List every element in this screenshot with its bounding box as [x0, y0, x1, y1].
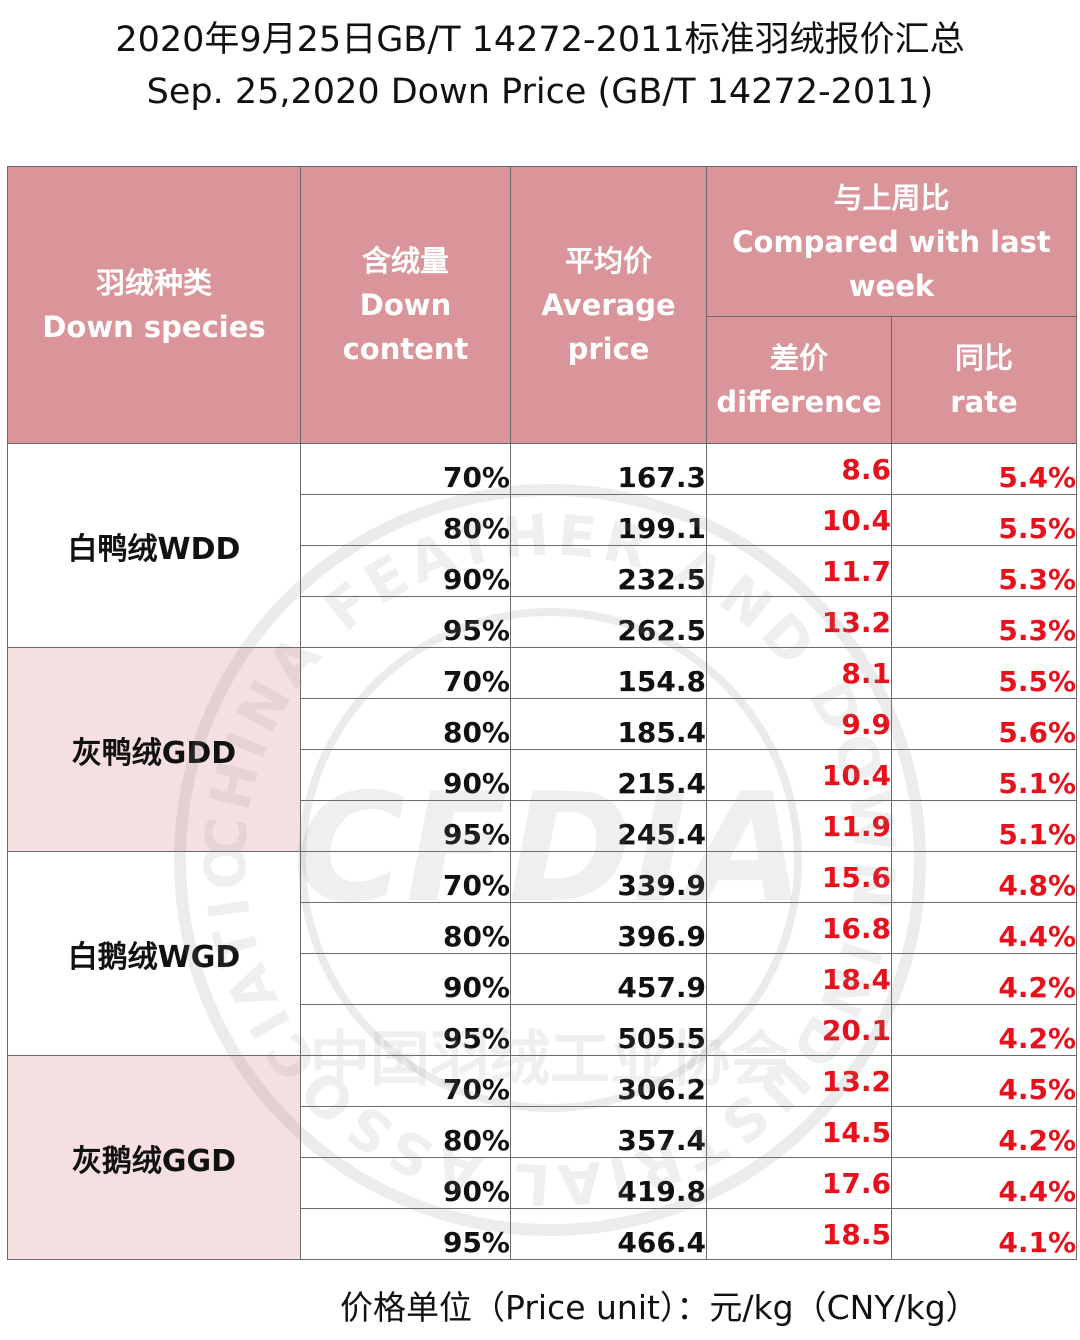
average-price-cell: 154.8 — [510, 647, 707, 699]
average-price-cell: 357.4 — [510, 1106, 707, 1158]
species-cell: 灰鹅绒GGD — [7, 1055, 301, 1260]
table-row: 80% 357.4 14.5 4.2% — [8, 1106, 1078, 1158]
average-price-cell: 167.3 — [510, 443, 707, 495]
down-content-cell: 80% — [300, 494, 511, 546]
average-price-cell: 306.2 — [510, 1055, 707, 1107]
table-row: 80% 396.9 16.8 4.4% — [8, 902, 1078, 954]
header-compared-last-week: 与上周比 Compared with last week — [705, 166, 1078, 317]
rate-cell: 5.4% — [890, 443, 1078, 495]
rate-cell: 4.8% — [890, 851, 1078, 903]
down-content-cell: 70% — [300, 443, 511, 495]
down-content-cell: 95% — [300, 596, 511, 648]
species-cell: 白鸭绒WDD — [7, 443, 301, 648]
down-content-cell: 90% — [300, 749, 511, 801]
rate-cell: 4.4% — [890, 902, 1078, 954]
difference-cell: 15.6 — [706, 851, 892, 903]
title-block: 2020年9月25日GB/T 14272-2011标准羽绒报价汇总 Sep. 2… — [0, 14, 1080, 118]
down-content-cell: 80% — [300, 698, 511, 750]
table-row: 95% 262.5 13.2 5.3% — [8, 596, 1078, 648]
table-row: 灰鸭绒GDD 70% 154.8 8.1 5.5% — [7, 647, 1078, 852]
average-price-cell: 262.5 — [510, 596, 707, 648]
average-price-cell: 215.4 — [510, 749, 707, 801]
difference-cell: 8.6 — [706, 443, 892, 495]
difference-cell: 13.2 — [706, 1055, 892, 1107]
rate-cell: 5.1% — [890, 749, 1078, 801]
species-cell: 灰鸭绒GDD — [7, 647, 301, 852]
header-down-content: 含绒量 Down content — [300, 166, 511, 444]
header-rate: 同比 rate — [890, 316, 1078, 444]
table-row: 90% 215.4 10.4 5.1% — [8, 749, 1078, 801]
average-price-cell: 245.4 — [510, 800, 707, 852]
title-english: Sep. 25,2020 Down Price (GB/T 14272-2011… — [146, 72, 934, 112]
down-content-cell: 70% — [300, 1055, 511, 1107]
price-unit-note: 价格单位（Price unit）：元/kg（CNY/kg） — [340, 1288, 979, 1327]
down-price-table: 羽绒种类 Down species 含绒量 Down content 平均价 Avera… — [7, 166, 1078, 1260]
table-row: 95% 245.4 11.9 5.1% — [8, 800, 1078, 852]
average-price-cell: 396.9 — [510, 902, 707, 954]
rate-cell: 5.3% — [890, 545, 1078, 597]
down-content-cell: 90% — [300, 1157, 511, 1209]
rate-cell: 5.5% — [890, 494, 1078, 546]
difference-cell: 17.6 — [706, 1157, 892, 1209]
rate-cell: 4.2% — [890, 1004, 1078, 1056]
average-price-cell: 339.9 — [510, 851, 707, 903]
rate-cell: 4.4% — [890, 1157, 1078, 1209]
title-chinese: 2020年9月25日GB/T 14272-2011标准羽绒报价汇总 — [115, 20, 965, 60]
down-content-cell: 95% — [300, 800, 511, 852]
table-row: 80% 185.4 9.9 5.6% — [8, 698, 1078, 750]
difference-cell: 9.9 — [706, 698, 892, 750]
down-content-cell: 70% — [300, 851, 511, 903]
rate-cell: 5.3% — [890, 596, 1078, 648]
average-price-cell: 185.4 — [510, 698, 707, 750]
table-row: 灰鹅绒GGD 70% 306.2 13.2 4.5% — [7, 1055, 1078, 1260]
average-price-cell: 199.1 — [510, 494, 707, 546]
average-price-cell: 505.5 — [510, 1004, 707, 1056]
rate-cell: 5.5% — [890, 647, 1078, 699]
down-content-cell: 80% — [300, 902, 511, 954]
table-row: 90% 419.8 17.6 4.4% — [8, 1157, 1078, 1209]
average-price-cell: 466.4 — [510, 1208, 707, 1260]
average-price-cell: 457.9 — [510, 953, 707, 1005]
average-price-cell: 232.5 — [510, 545, 707, 597]
average-price-cell: 419.8 — [510, 1157, 707, 1209]
down-content-cell: 95% — [300, 1208, 511, 1260]
table-row: 白鹅绒WGD 70% 339.9 15.6 4.8% — [7, 851, 1078, 1056]
difference-cell: 18.4 — [706, 953, 892, 1005]
difference-cell: 20.1 — [706, 1004, 892, 1056]
species-cell: 白鹅绒WGD — [7, 851, 301, 1056]
table-row: 白鸭绒WDD 70% 167.3 8.6 5.4% — [7, 443, 1078, 648]
header-down-species: 羽绒种类 Down species — [7, 166, 301, 444]
difference-cell: 14.5 — [706, 1106, 892, 1158]
rate-cell: 4.2% — [890, 1106, 1078, 1158]
rate-cell: 4.2% — [890, 953, 1078, 1005]
down-content-cell: 95% — [300, 1004, 511, 1056]
rate-cell: 4.1% — [890, 1208, 1078, 1260]
difference-cell: 10.4 — [706, 494, 892, 546]
table-body: 白鸭绒WDD 70% 167.3 8.6 5.4% 80% 199.1 10.4… — [7, 443, 1078, 1260]
down-content-cell: 90% — [300, 545, 511, 597]
difference-cell: 8.1 — [706, 647, 892, 699]
rate-cell: 4.5% — [890, 1055, 1078, 1107]
header-average-price: 平均价 Average price — [510, 166, 707, 444]
table-row: 95% 505.5 20.1 4.2% — [8, 1004, 1078, 1056]
down-content-cell: 80% — [300, 1106, 511, 1158]
difference-cell: 13.2 — [706, 596, 892, 648]
rate-cell: 5.1% — [890, 800, 1078, 852]
rate-cell: 5.6% — [890, 698, 1078, 750]
difference-cell: 18.5 — [706, 1208, 892, 1260]
header-difference: 差价 difference — [706, 316, 892, 444]
table-row: 95% 466.4 18.5 4.1% — [8, 1208, 1078, 1260]
difference-cell: 11.7 — [706, 545, 892, 597]
down-content-cell: 90% — [300, 953, 511, 1005]
difference-cell: 16.8 — [706, 902, 892, 954]
difference-cell: 10.4 — [706, 749, 892, 801]
difference-cell: 11.9 — [706, 800, 892, 852]
down-content-cell: 70% — [300, 647, 511, 699]
